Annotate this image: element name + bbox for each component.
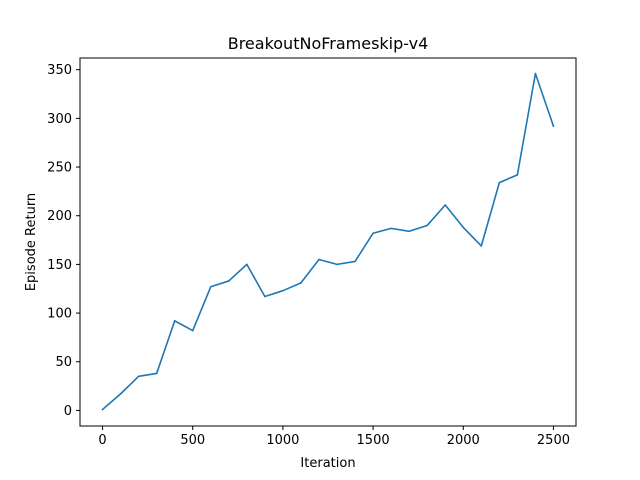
data-point-0-19 [444,204,447,206]
plot-area [101,72,555,411]
data-point-0-10 [282,289,284,292]
x-tick-label-1: 500 [180,433,205,448]
chart-title: BreakoutNoFrameskip-v4 [228,34,429,53]
data-point-0-25 [552,125,555,127]
data-point-0-21 [480,245,483,247]
data-point-0-4 [173,320,176,322]
data-point-0-13 [336,263,338,266]
data-point-0-14 [354,260,356,263]
y-tick-label-5: 250 [47,161,72,176]
x-tick-label-0: 0 [98,433,106,448]
data-point-0-24 [534,72,537,75]
data-point-0-2 [137,375,140,378]
data-point-0-7 [228,280,230,282]
data-point-0-11 [300,282,302,284]
x-axis-label: Iteration [300,456,355,471]
series-line-0 [101,72,555,411]
y-tick-label-0: 0 [64,404,72,419]
x-axis: 0 500 1000 1500 2000 2500 [98,426,570,448]
data-point-0-23 [516,174,519,176]
y-tick-label-1: 50 [55,355,72,370]
data-point-0-18 [426,224,429,227]
x-tick-label-3: 1500 [357,433,390,448]
y-axis: 0 50 100 150 200 250 300 350 [47,63,80,419]
axes-frame [79,57,577,427]
y-tick-label-7: 350 [47,63,72,78]
x-tick-label-5: 2500 [537,433,570,448]
data-point-0-9 [264,295,266,298]
data-point-0-17 [408,230,410,233]
y-axis-label: Episode Return [24,193,39,291]
data-point-0-22 [498,181,501,184]
y-tick-label-2: 100 [47,307,72,322]
data-point-0-16 [390,227,392,230]
y-tick-label-3: 150 [47,258,72,273]
data-point-0-1 [119,393,122,395]
data-point-0-8 [246,263,248,266]
x-tick-label-2: 1000 [266,433,299,448]
data-point-0-5 [191,329,194,332]
data-point-0-15 [372,232,374,235]
y-tick-label-6: 300 [47,112,72,127]
data-point-0-0 [101,408,104,411]
y-tick-label-4: 200 [47,209,72,224]
data-point-0-12 [318,258,320,261]
data-point-0-20 [462,226,465,229]
data-point-0-6 [209,285,212,288]
data-point-0-3 [155,372,158,375]
x-tick-label-4: 2000 [447,433,480,448]
